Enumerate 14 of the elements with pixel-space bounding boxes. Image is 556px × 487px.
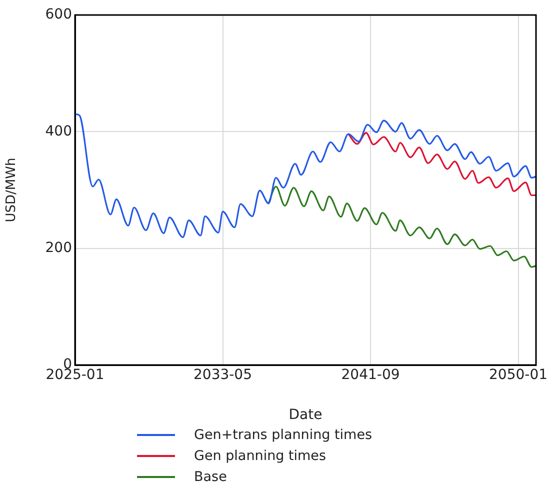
x-tick-label: 2041-09 bbox=[341, 367, 400, 384]
y-axis-title: USD/MWh bbox=[4, 158, 20, 222]
x-axis-title: Date bbox=[288, 407, 322, 424]
legend-label: Base bbox=[194, 468, 227, 484]
legend-label: Gen planning times bbox=[194, 448, 326, 464]
x-tick-label: 2033-05 bbox=[194, 367, 252, 384]
y-tick-label: 400 bbox=[45, 123, 72, 140]
line-series bbox=[75, 113, 536, 238]
line-series bbox=[348, 132, 536, 196]
legend-label: Gen+trans planning times bbox=[194, 426, 372, 442]
x-tick-label: 2050-01 bbox=[489, 367, 548, 384]
y-tick-label: 600 bbox=[45, 6, 72, 23]
line-series bbox=[268, 186, 536, 268]
y-tick-label: 200 bbox=[45, 240, 72, 256]
